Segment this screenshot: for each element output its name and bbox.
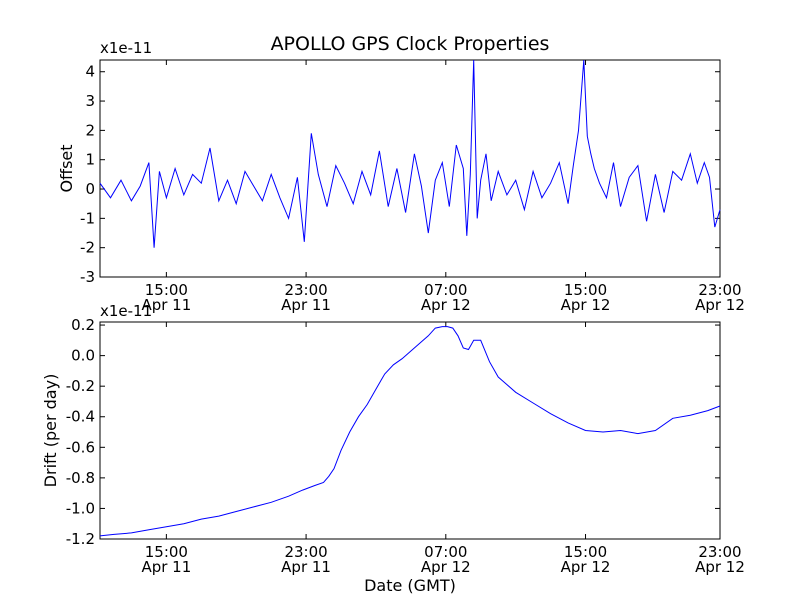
drift-x-tick-date: Apr 12 xyxy=(695,558,745,576)
offset-x-tick-time: 07:00 xyxy=(424,281,467,299)
drift-y-tick-label: -0.8 xyxy=(66,469,95,487)
drift-x-tick-date: Apr 11 xyxy=(141,558,191,576)
offset-y-tick-label: 0 xyxy=(85,180,95,198)
drift-x-tick-date: Apr 12 xyxy=(561,558,611,576)
chart-title: APOLLO GPS Clock Properties xyxy=(271,33,550,55)
drift-axes-frame xyxy=(99,321,721,540)
drift-x-tick-time: 15:00 xyxy=(145,543,188,561)
offset-y-tick-label: -2 xyxy=(80,239,95,257)
x-axis-label: Date (GMT) xyxy=(364,576,456,595)
drift-y-tick-label: -1.2 xyxy=(66,530,95,548)
drift-series-line xyxy=(99,326,721,537)
drift-y-axis-label: Drift (per day) xyxy=(41,374,60,488)
offset-y-tick-label: 3 xyxy=(85,92,95,110)
drift-y-tick-label: -1.0 xyxy=(66,499,95,517)
offset-axes-frame xyxy=(99,59,721,278)
drift-y-tick-label: 0.2 xyxy=(71,316,95,334)
drift-y-tick-label: -0.2 xyxy=(66,377,95,395)
drift-y-tick-label: -0.4 xyxy=(66,408,95,426)
offset-x-tick-time: 15:00 xyxy=(564,281,607,299)
offset-y-tick-label: 1 xyxy=(85,151,95,169)
drift-x-tick-date: Apr 12 xyxy=(421,558,471,576)
offset-x-tick-time: 23:00 xyxy=(284,281,327,299)
drift-y-ticks: -1.2 -1.0 -0.8 -0.6 -0.4 -0.2 0.0 0.2 xyxy=(66,316,720,548)
drift-panel: x1e-11 Drift (per day) -1.2-1.0-0.8-0.6-… xyxy=(41,302,745,595)
offset-x-tick-time: 23:00 xyxy=(698,281,741,299)
offset-x-tick-time: 15:00 xyxy=(145,281,188,299)
offset-x-tick-date: Apr 11 xyxy=(281,296,331,314)
offset-x-tick-date: Apr 12 xyxy=(561,296,611,314)
offset-x-tick-date: Apr 12 xyxy=(421,296,471,314)
offset-y-tick-label: -1 xyxy=(80,209,95,227)
offset-x-tick-date: Apr 12 xyxy=(695,296,745,314)
offset-series-line xyxy=(99,59,721,248)
offset-x-tick-date: Apr 11 xyxy=(141,296,191,314)
offset-y-tick-label: -3 xyxy=(80,268,95,286)
offset-exponent-label: x1e-11 xyxy=(100,39,152,57)
drift-y-tick-label: 0.0 xyxy=(71,347,95,365)
drift-x-tick-time: 23:00 xyxy=(698,543,741,561)
offset-y-tick-label: 4 xyxy=(85,63,95,81)
drift-exponent-label: x1e-11 xyxy=(100,302,152,320)
offset-y-axis-label: Offset xyxy=(57,144,76,192)
offset-y-ticks: -3 -2 -1 0 1 2 3 4 xyxy=(80,63,720,286)
drift-y-tick-label: -0.6 xyxy=(66,438,95,456)
drift-x-tick-date: Apr 11 xyxy=(281,558,331,576)
offset-y-tick-label: 2 xyxy=(85,121,95,139)
drift-x-tick-time: 15:00 xyxy=(564,543,607,561)
drift-x-tick-time: 23:00 xyxy=(284,543,327,561)
drift-x-tick-time: 07:00 xyxy=(424,543,467,561)
